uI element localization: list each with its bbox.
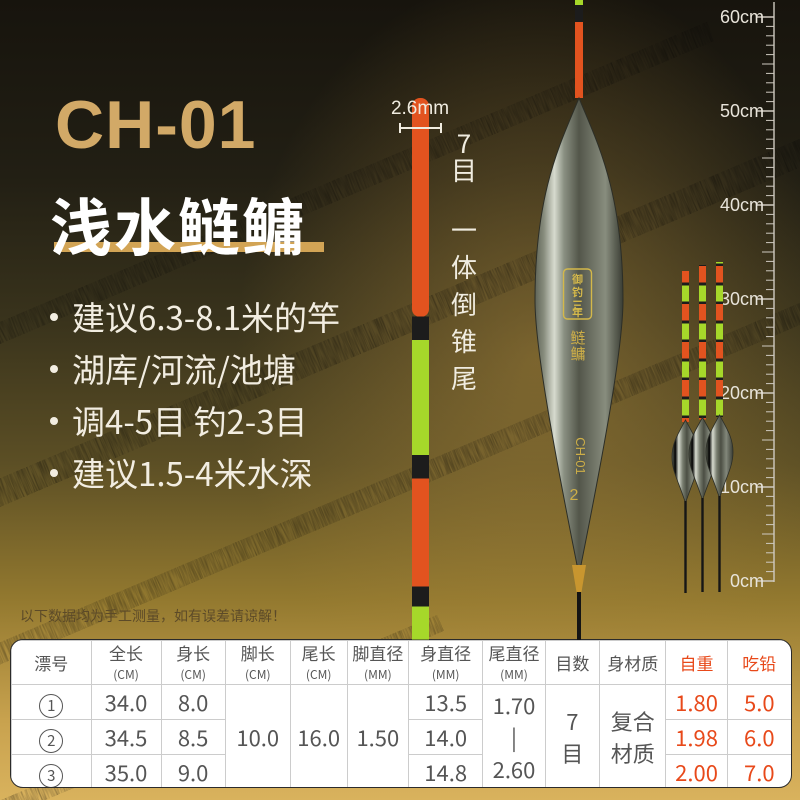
svg-text:目: 目 — [451, 151, 477, 188]
svg-text:0cm: 0cm — [730, 571, 764, 591]
svg-text:一: 一 — [451, 211, 477, 248]
svg-text:20cm: 20cm — [720, 383, 764, 403]
svg-text:鳙: 鳙 — [570, 343, 585, 364]
svg-text:50cm: 50cm — [720, 101, 764, 121]
svg-text:CH-01: CH-01 — [573, 437, 588, 475]
svg-text:40cm: 40cm — [720, 195, 764, 215]
svg-text:锥: 锥 — [451, 322, 477, 359]
svg-text:年: 年 — [572, 304, 583, 320]
svg-text:10cm: 10cm — [720, 477, 764, 497]
svg-text:2: 2 — [570, 487, 579, 504]
svg-text:尾: 尾 — [451, 359, 477, 396]
svg-text:体: 体 — [451, 248, 477, 285]
svg-text:倒: 倒 — [451, 285, 477, 322]
svg-text:2.6mm: 2.6mm — [391, 98, 449, 119]
svg-text:30cm: 30cm — [720, 289, 764, 309]
svg-text:60cm: 60cm — [720, 7, 764, 27]
